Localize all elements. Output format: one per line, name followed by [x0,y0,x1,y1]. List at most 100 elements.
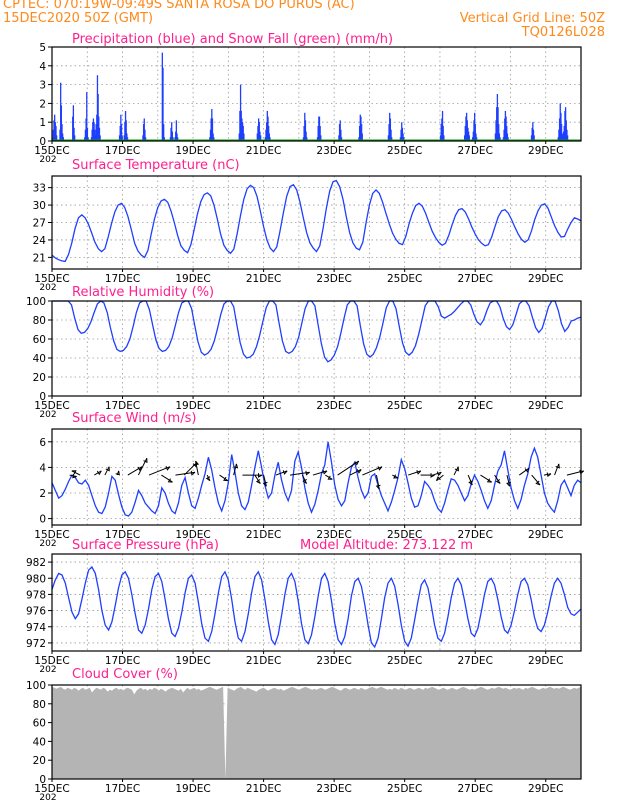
wind-arrow [375,474,380,490]
wind-arrow-head [233,463,239,469]
rh-ytick-label: 100 [26,296,46,308]
precip-bar [503,129,505,141]
temp-ytick-label: 33 [33,183,46,195]
precip-xtick-label: 19DEC [175,145,210,157]
precip-bar [495,120,497,141]
precip-bar [507,137,509,141]
precip-bar [361,133,363,141]
precip-bar [530,135,533,141]
precip-bar [504,118,506,141]
precip-xtick-label: 27DEC [457,145,492,157]
wind-arrow [436,474,444,482]
precip-bar [210,118,212,141]
precip-xtick-label: 15DEC [34,145,69,157]
wind-arrow-head [495,479,501,484]
press-title: Surface Pressure (hPa) [72,538,219,553]
wind-line [51,441,582,517]
cloud-frame [51,684,582,780]
precip-bar [304,120,307,141]
rh-xtick-label: 25DEC [387,400,422,412]
precip-bar [316,137,319,141]
rh-xtick-label: 19DEC [175,400,210,412]
precip-ytick-label: 3 [39,80,46,92]
header-run-time: 15DEC2020 50Z (GMT) [3,11,154,26]
press-xtick-label: 27DEC [457,655,492,667]
precip-bar [339,120,341,141]
wind-ytick-label: 2 [39,488,46,500]
precip-bar [175,131,177,141]
precip-bar [175,120,178,141]
precip-bar [318,116,320,141]
precip-xtick-label: 29DEC [528,145,563,157]
wind-arrow [408,470,421,476]
precip-bar [121,135,123,141]
precip-bar [360,116,362,141]
press-ytick-label: 982 [26,557,46,569]
precip-bar [86,92,88,141]
temp-xtick-label: 19DEC [175,273,210,285]
precip-year-fragment: 202 [39,155,56,165]
wind-xtick-label: 23DEC [316,529,351,541]
wind-arrow-head [105,466,110,472]
precip-bar [506,125,508,141]
precip-bar [498,124,500,141]
precip-bar [338,124,341,141]
press-line [51,565,582,649]
precip-bar [212,133,214,141]
precip-bar [320,135,322,141]
wind-arrow-head [377,466,383,471]
precip-frame [51,46,582,142]
precip-bar [304,112,306,141]
precip-bar [96,114,98,141]
precip-bar [390,129,392,141]
precip-bar [163,124,165,141]
precip-bar [564,110,566,141]
precip-bar [95,124,97,141]
precip-bar [257,125,259,141]
wind-xtick-label: 25DEC [387,529,422,541]
wind-arrow [432,471,442,476]
precip-bar [52,129,54,141]
precip-bar [163,137,165,141]
precip-bar [561,133,563,141]
temp-line [51,179,582,263]
press-ytick-label: 974 [26,622,46,634]
precip-title: Precipitation (blue) and Snow Fall (gree… [72,32,393,47]
wind-arrow [94,470,102,476]
cloud-ytick-label: 20 [33,755,46,767]
precip-bar [53,120,55,141]
precip-bar [391,137,393,141]
precip-bar [74,135,76,141]
precip-bar [92,118,95,141]
precip-bar [267,116,269,141]
precip-bar [505,116,507,141]
temp-xtick-label: 23DEC [316,273,351,285]
wind-arrow-head [167,478,173,483]
precip-bar [126,137,129,141]
precip-bar [443,135,445,141]
temp-xtick-label: 25DEC [387,273,422,285]
precip-bar [142,124,145,141]
precip-bar [401,127,404,141]
precip-bar [465,112,468,141]
precip-bar [86,127,89,141]
precip-bar [84,137,86,141]
press-frame [51,553,582,652]
precip-bar [303,125,305,141]
precip-bar [118,135,121,141]
precip-bar [496,107,498,141]
precip-bar [241,122,244,141]
wind-arrow-head [486,478,492,483]
precip-bar [92,122,94,141]
precip-bar [238,133,240,141]
wind-arrow [349,469,362,476]
precip-bar [494,133,497,141]
precip-bar [559,103,561,141]
wind-year-fragment: 202 [39,539,56,549]
temp-ytick-label: 30 [33,200,46,212]
precip-ytick-label: 4 [39,61,46,73]
precip-xtick-label: 21DEC [246,145,281,157]
precip-bar [266,122,268,141]
precip-bar [497,107,499,141]
